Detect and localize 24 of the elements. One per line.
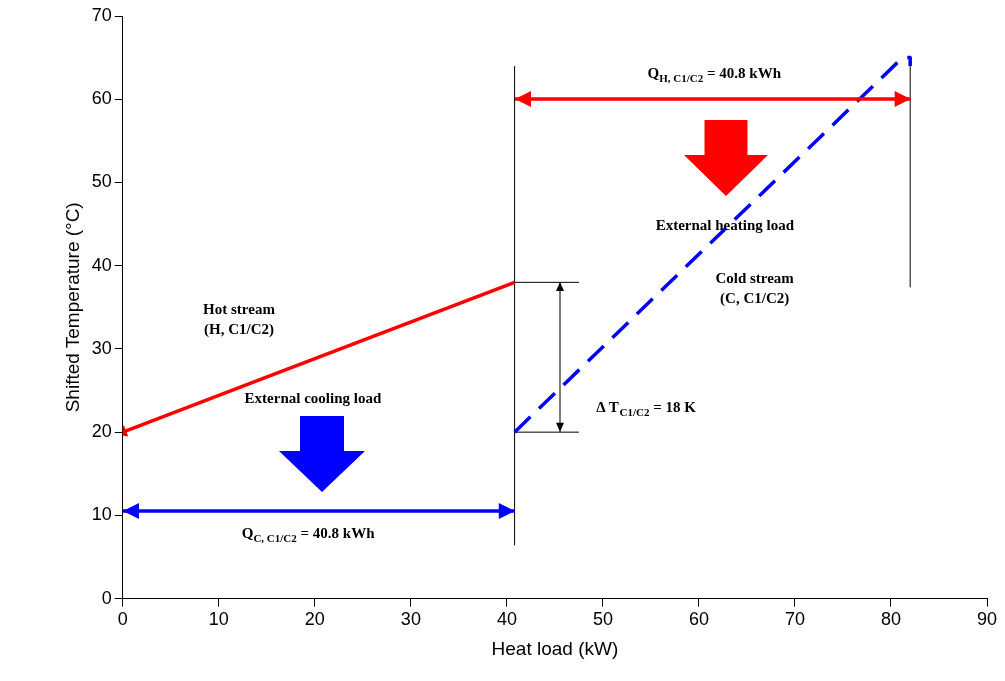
x-tick-label: 30 [400, 609, 421, 630]
x-axis-title: Heat load (kW) [491, 637, 619, 659]
y-tick-label: 70 [91, 4, 112, 25]
annotation: Cold stream (C, C1/C2) [715, 269, 795, 307]
y-tick-label: 60 [91, 88, 112, 109]
x-tick-label: 60 [688, 609, 709, 630]
y-tick-label: 20 [91, 421, 112, 442]
x-tick-label: 0 [117, 609, 128, 630]
x-tick-label: 20 [304, 609, 325, 630]
y-axis-title: Shifted Temperature (°C) [61, 202, 83, 413]
x-tick-label: 40 [496, 609, 517, 630]
y-tick-label: 30 [91, 337, 112, 358]
x-tick-label: 90 [976, 609, 998, 630]
x-tick-label: 50 [592, 609, 613, 630]
x-tick-label: 10 [208, 609, 229, 630]
annotation: External heating load [655, 217, 795, 234]
y-tick-label: 50 [91, 171, 112, 192]
y-tick-label: 0 [101, 587, 112, 608]
x-tick-label: 80 [880, 609, 901, 630]
x-tick-label: 70 [784, 609, 805, 630]
annotation: Hot stream (H, C1/C2) [203, 300, 276, 338]
annotation: External cooling load [244, 389, 382, 406]
y-tick-label: 10 [91, 504, 112, 525]
y-tick-label: 40 [91, 254, 112, 275]
